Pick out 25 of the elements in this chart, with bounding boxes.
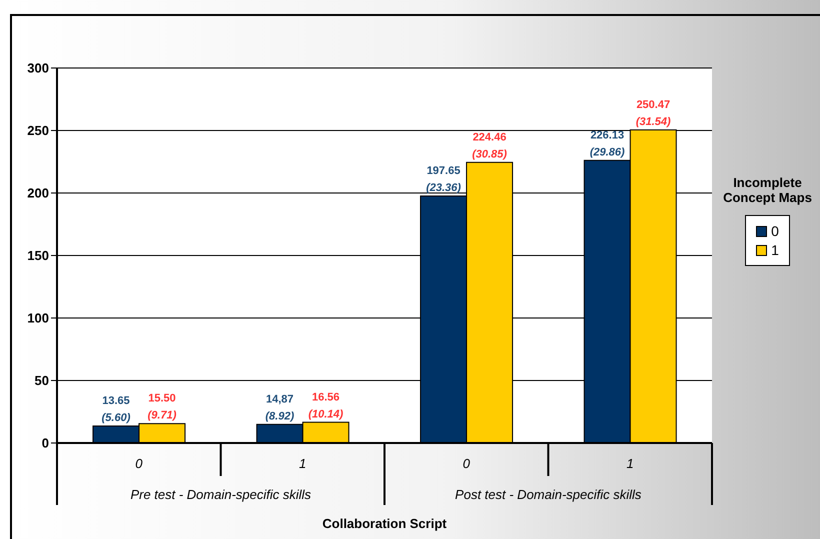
data-label: 197.65 (23.36) xyxy=(426,164,462,194)
y-tick-label: 300 xyxy=(27,60,49,76)
legend-label: 0 xyxy=(770,223,779,239)
y-tick-label: 50 xyxy=(34,373,49,388)
x-axis-title: Collaboration Script xyxy=(322,516,448,531)
data-label: 15.50 (9.71) xyxy=(148,392,177,422)
text: Pre test - Domain-specific skills xyxy=(130,487,312,502)
data-label: 224.46 (30.85) xyxy=(472,131,508,160)
y-tick-label: 100 xyxy=(27,310,49,326)
data-label: 13.65 (5.60) xyxy=(102,394,131,424)
x-tick-label: 1 xyxy=(626,456,634,472)
x-tick-label: 0 xyxy=(462,456,471,472)
data-label: 14,87 (8.92) xyxy=(265,393,294,422)
y-tick-label: 200 xyxy=(27,186,49,201)
x-tick-label: 1 xyxy=(299,456,306,472)
data-label: 16.56 (10.14) xyxy=(308,391,344,420)
legend-label: 1 xyxy=(770,242,779,258)
legend-title: Incomplete Concept Maps xyxy=(722,175,813,205)
text: Post test - Domain-specific skills xyxy=(455,487,642,502)
x-tick-label: 0 xyxy=(135,456,144,472)
data-label: 226.13 (29.86) xyxy=(590,129,626,158)
data-label: 250.47 (31.54) xyxy=(636,98,672,128)
y-tick-label: 250 xyxy=(27,123,49,138)
y-tick-label: 150 xyxy=(27,248,49,264)
y-tick-label: 0 xyxy=(42,436,49,451)
